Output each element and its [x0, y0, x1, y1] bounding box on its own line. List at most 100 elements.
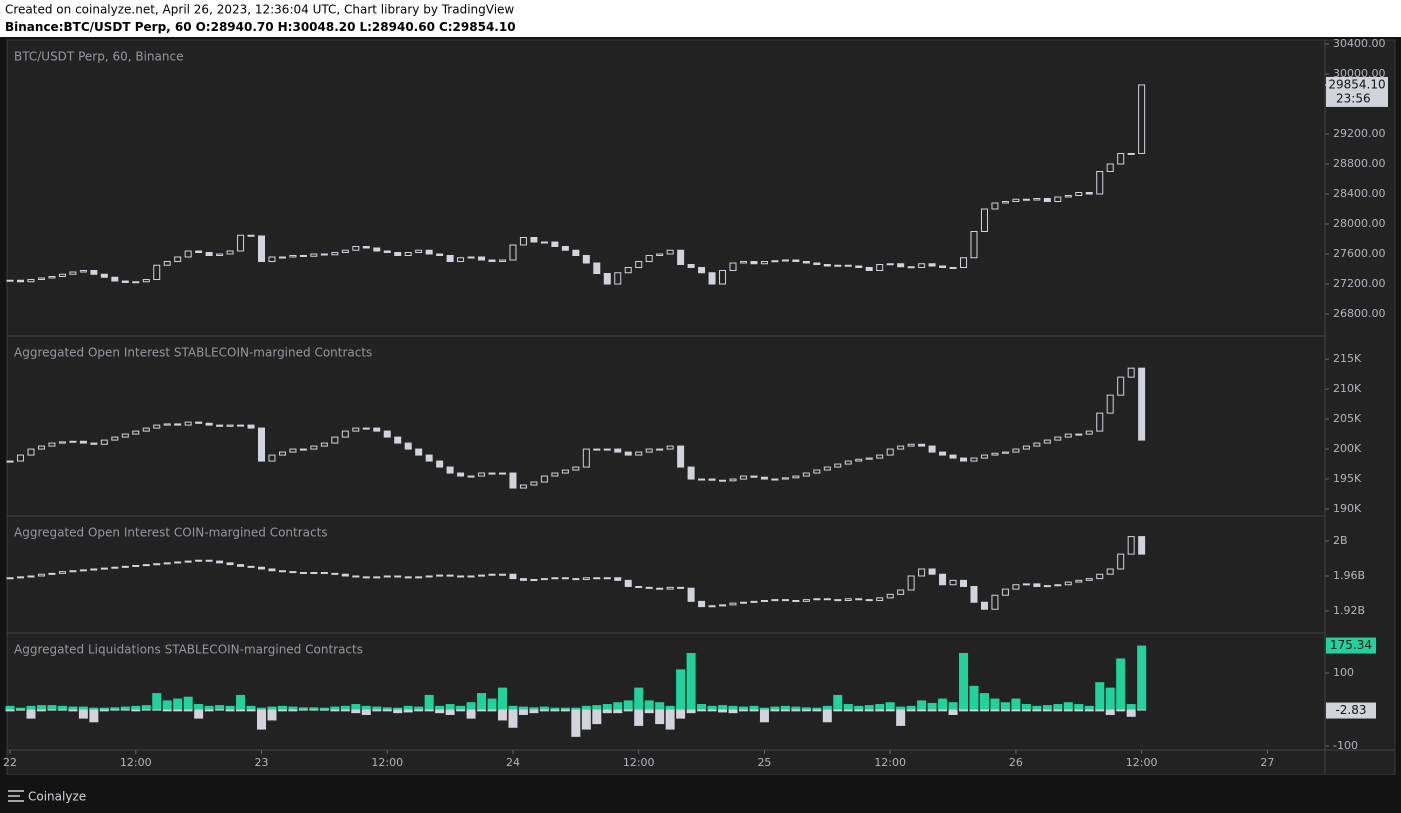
y-tick-label: 210K: [1333, 382, 1362, 395]
candle: [603, 577, 611, 580]
liquidation-bar: [120, 706, 130, 710]
candle: [1127, 536, 1135, 555]
candle: [1106, 163, 1114, 172]
candle: [855, 458, 863, 462]
candle: [1012, 448, 1020, 453]
liquidation-bar: [393, 709, 403, 714]
liquidation-bar: [372, 709, 382, 712]
candle: [237, 424, 245, 427]
liquidation-bar: [749, 705, 759, 710]
candle: [48, 572, 56, 575]
candle: [1106, 568, 1114, 575]
candle: [876, 597, 884, 601]
candle: [750, 475, 758, 478]
liquidation-bar: [822, 705, 832, 710]
candle: [781, 477, 789, 480]
liquidation-bar: [613, 702, 623, 710]
candle: [1085, 192, 1093, 195]
liquidation-bar: [592, 705, 602, 710]
candle: [195, 250, 203, 253]
candle: [593, 448, 601, 451]
candle: [760, 261, 768, 265]
candle: [247, 565, 255, 568]
liquidation-bar: [173, 698, 183, 710]
liquidation-bar: [435, 709, 445, 714]
candle: [624, 579, 632, 587]
candle: [928, 445, 936, 453]
candle: [237, 564, 245, 567]
candle: [729, 478, 737, 482]
candle: [247, 424, 255, 429]
liquidation-bar: [351, 709, 361, 714]
candle: [436, 460, 444, 468]
candle: [823, 264, 831, 267]
candle: [949, 579, 957, 586]
liquidation-bar: [351, 704, 361, 710]
liquidation-bar: [236, 694, 246, 710]
y-tick-label: 1.92B: [1333, 604, 1365, 617]
liquidation-bar: [340, 705, 350, 710]
candle: [184, 421, 192, 426]
candle: [970, 457, 978, 462]
liquidation-bar: [1042, 709, 1052, 712]
liquidation-bar: [78, 709, 88, 719]
liquidation-bar: [89, 709, 99, 723]
candle: [1064, 433, 1072, 438]
liquidation-bar: [917, 700, 927, 710]
liquidation-bar: [1074, 704, 1084, 710]
candle: [247, 234, 255, 237]
brand[interactable]: Coinalyze: [28, 790, 86, 804]
candle: [132, 430, 140, 435]
liquidation-bar: [885, 709, 895, 712]
y-tick-label: -100: [1333, 739, 1358, 752]
candle: [404, 442, 412, 450]
liquidation-bar: [676, 669, 686, 710]
liquidation-bar: [445, 704, 455, 710]
liquidation-bar: [581, 705, 591, 710]
candle: [27, 279, 35, 283]
liquidation-bar: [875, 704, 885, 710]
candle: [1096, 412, 1104, 432]
candle: [813, 262, 821, 265]
candle: [163, 423, 171, 426]
x-tick-label: 26: [1009, 756, 1023, 769]
candle: [1106, 394, 1114, 414]
menu-icon[interactable]: [8, 790, 24, 802]
candle: [446, 574, 454, 577]
y-tick-label: 28800.00: [1333, 157, 1386, 170]
candle: [855, 265, 863, 268]
liquidation-bar: [131, 705, 141, 710]
liquidation-bar: [1137, 645, 1147, 710]
liquidation-bar: [5, 705, 15, 710]
candle: [498, 573, 506, 576]
liquidation-bar: [120, 709, 130, 711]
liquidation-bar: [1032, 705, 1042, 710]
candle: [100, 567, 108, 570]
liquidation-bar: [246, 709, 256, 712]
y-tick-label: 195K: [1333, 472, 1362, 485]
candle: [446, 466, 454, 474]
y-tick-label: 27200.00: [1333, 277, 1386, 290]
candle: [17, 454, 25, 462]
candle: [195, 559, 203, 562]
candle: [1117, 153, 1125, 165]
ohlc-high: H:30048.20: [278, 20, 356, 34]
candle: [1096, 573, 1104, 580]
y-tick-label: 200K: [1333, 442, 1362, 455]
candle: [792, 475, 800, 479]
candle: [876, 454, 884, 459]
candle: [677, 586, 685, 589]
candle: [226, 424, 234, 427]
candle: [876, 264, 884, 271]
candle: [79, 440, 87, 444]
liquidation-bar: [393, 707, 403, 710]
last-value-label: -2.83: [1335, 703, 1366, 717]
candle: [1064, 195, 1072, 198]
candle: [960, 257, 968, 268]
liquidation-bar: [1000, 709, 1010, 712]
liquidation-bar: [1126, 704, 1136, 710]
candle: [551, 577, 559, 580]
candle: [111, 276, 119, 282]
candle: [58, 273, 66, 277]
candle: [352, 246, 360, 251]
